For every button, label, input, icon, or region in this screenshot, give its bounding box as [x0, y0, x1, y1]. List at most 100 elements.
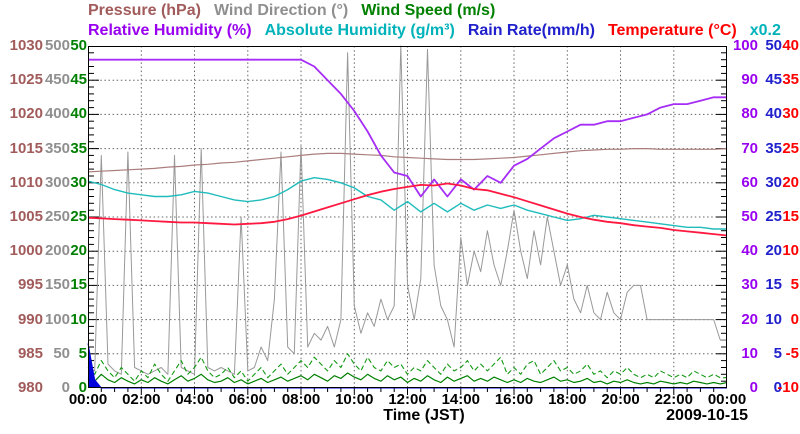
ytick-right-rain-rate: 35	[765, 139, 782, 157]
series-relative-humidity	[88, 58, 727, 198]
ytick-right-relative-humidity: 10	[741, 344, 758, 362]
xtick-time: 02:00	[122, 391, 161, 408]
series-temperature	[87, 182, 728, 237]
ytick-left-wind-direction: 400	[44, 105, 70, 123]
legend-relative-humidity: Relative Humidity (%)	[88, 22, 252, 39]
series-absolute-humidity	[87, 176, 727, 230]
xtick-time: 16:00	[494, 391, 534, 408]
ytick-right-rain-rate: 25	[765, 208, 782, 225]
ytick-left-wind-speed: 25	[70, 208, 87, 225]
ytick-left-wind-speed: 0	[78, 379, 87, 396]
ytick-right-rain-rate: 0	[773, 379, 782, 396]
ytick-right-temperature: 10	[782, 242, 799, 260]
ytick-right-temperature: -5	[785, 344, 799, 362]
ytick-right-relative-humidity: 50	[741, 208, 758, 225]
ytick-right-temperature: 5	[790, 276, 799, 294]
ytick-left-wind-speed: 30	[70, 173, 87, 191]
ytick-right-rain-rate: 45	[765, 71, 782, 89]
ytick-left-pressure: 1030	[9, 37, 43, 54]
legend-temperature: Temperature (°C)	[607, 22, 737, 39]
ytick-right-relative-humidity: 100	[732, 37, 758, 54]
ytick-left-wind-direction: 0	[61, 379, 70, 396]
legend-wind-direction: Wind Direction (°)	[213, 2, 349, 19]
ytick-right-temperature: 20	[782, 173, 799, 191]
xtick-time: 20:00	[601, 391, 640, 408]
ytick-left-pressure: 1010	[9, 173, 43, 191]
legend-rain-rate: Rain Rate(mm/h)	[467, 22, 595, 39]
ytick-left-pressure: 980	[17, 379, 43, 396]
series-wind-direction	[87, 45, 727, 375]
legend-row-1: Pressure (hPa) Wind Direction (°) Wind Spe…	[88, 1, 508, 20]
date-label: 2009-10-15	[666, 407, 748, 424]
ytick-right-relative-humidity: 30	[741, 276, 758, 294]
gridlines	[88, 46, 727, 388]
legend-scale-note: x0.2	[749, 22, 781, 39]
ytick-right-rain-rate: 50	[765, 37, 782, 54]
xtick-time: 08:00	[281, 391, 321, 408]
ytick-right-rain-rate: 40	[765, 105, 782, 123]
xtick-time: 18:00	[548, 391, 587, 408]
ytick-right-relative-humidity: 0	[749, 379, 758, 396]
xtick-time: 06:00	[228, 391, 267, 408]
xtick-time: 04:00	[175, 391, 214, 408]
ytick-left-pressure: 1020	[9, 105, 43, 123]
legend-absolute-humidity: Absolute Humidity (g/m³)	[264, 22, 455, 39]
axis-ticks	[88, 52, 727, 395]
x-axis-title: Time (JST)	[383, 407, 465, 424]
ytick-left-wind-direction: 100	[44, 310, 70, 328]
ytick-left-pressure: 995	[17, 276, 43, 294]
xtick-time: 00:00	[68, 391, 108, 408]
ytick-right-temperature: 35	[782, 71, 799, 89]
ytick-left-wind-direction: 150	[44, 276, 70, 294]
xtick-time: 00:00	[707, 391, 747, 408]
ytick-right-relative-humidity: 60	[741, 173, 758, 191]
plot-frame	[88, 46, 727, 388]
ytick-right-rain-rate: 15	[765, 276, 782, 294]
ytick-right-rain-rate: 20	[765, 242, 782, 260]
ytick-left-wind-direction: 350	[44, 139, 70, 157]
legend-pressure: Pressure (hPa)	[88, 2, 201, 19]
xtick-time: 12:00	[388, 391, 427, 408]
ytick-right-rain-rate: 5	[773, 344, 782, 362]
xtick-time: 10:00	[335, 391, 374, 408]
ytick-right-relative-humidity: 20	[741, 310, 758, 328]
ytick-left-wind-direction: 250	[44, 208, 70, 225]
ytick-left-wind-direction: 50	[53, 344, 70, 362]
legend-row-2: Relative Humidity (%) Absolute Humidity (…	[88, 21, 794, 40]
ytick-right-rain-rate: 10	[765, 310, 782, 328]
ytick-right-relative-humidity: 90	[741, 71, 758, 89]
ytick-right-temperature: 25	[782, 139, 799, 157]
ytick-right-relative-humidity: 40	[741, 242, 758, 260]
series-pressure	[87, 147, 728, 173]
ytick-left-wind-speed: 20	[70, 242, 87, 260]
ytick-right-temperature: 0	[790, 310, 799, 328]
ytick-right-relative-humidity: 70	[741, 139, 758, 157]
ytick-left-pressure: 1025	[9, 71, 43, 89]
series-wind-speed-gust	[87, 353, 727, 382]
ytick-right-temperature: 40	[782, 37, 799, 54]
legend-wind-speed: Wind Speed (m/s)	[361, 2, 496, 19]
ytick-left-pressure: 1015	[9, 139, 43, 157]
xtick-time: 14:00	[441, 391, 480, 408]
ytick-left-pressure: 1005	[9, 208, 43, 225]
series-wind-speed	[87, 372, 728, 385]
ytick-left-wind-speed: 50	[70, 37, 87, 54]
ytick-left-pressure: 990	[17, 310, 43, 328]
ytick-right-temperature: 30	[782, 105, 799, 123]
ytick-right-temperature: -10	[777, 379, 799, 396]
ytick-right-rain-rate: 30	[765, 173, 782, 191]
ytick-left-wind-speed: 45	[70, 71, 87, 89]
ytick-left-wind-direction: 450	[44, 71, 70, 89]
ytick-left-wind-direction: 500	[44, 37, 70, 54]
ytick-left-wind-direction: 200	[44, 242, 70, 260]
ytick-right-temperature: 15	[782, 208, 799, 225]
ytick-left-wind-speed: 35	[70, 139, 87, 157]
ytick-left-wind-speed: 5	[78, 344, 87, 362]
ytick-left-pressure: 985	[17, 344, 43, 362]
plot-area	[87, 45, 728, 395]
ytick-left-wind-speed: 15	[70, 276, 87, 294]
ytick-left-wind-speed: 40	[70, 105, 87, 123]
ytick-right-relative-humidity: 80	[741, 105, 758, 123]
ytick-left-wind-direction: 300	[44, 173, 70, 191]
